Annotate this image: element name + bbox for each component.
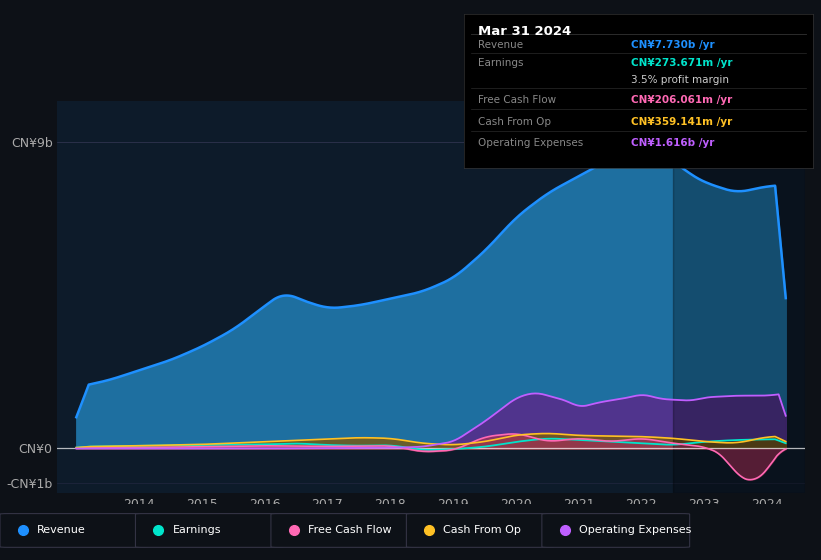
Text: CN¥7.730b /yr: CN¥7.730b /yr xyxy=(631,40,715,50)
Text: CN¥1.616b /yr: CN¥1.616b /yr xyxy=(631,138,715,148)
Text: Free Cash Flow: Free Cash Flow xyxy=(308,525,392,535)
Text: Cash From Op: Cash From Op xyxy=(443,525,521,535)
Text: Mar 31 2024: Mar 31 2024 xyxy=(478,25,571,38)
Text: Free Cash Flow: Free Cash Flow xyxy=(478,95,556,105)
Bar xyxy=(672,101,805,493)
FancyBboxPatch shape xyxy=(542,514,690,547)
Text: Revenue: Revenue xyxy=(37,525,85,535)
Text: Operating Expenses: Operating Expenses xyxy=(478,138,583,148)
FancyBboxPatch shape xyxy=(135,514,283,547)
Text: CN¥206.061m /yr: CN¥206.061m /yr xyxy=(631,95,732,105)
Text: Operating Expenses: Operating Expenses xyxy=(579,525,691,535)
Text: CN¥273.671m /yr: CN¥273.671m /yr xyxy=(631,58,733,68)
FancyBboxPatch shape xyxy=(0,514,148,547)
FancyBboxPatch shape xyxy=(271,514,419,547)
FancyBboxPatch shape xyxy=(406,514,554,547)
Text: Earnings: Earnings xyxy=(172,525,221,535)
Text: Earnings: Earnings xyxy=(478,58,523,68)
Text: 3.5% profit margin: 3.5% profit margin xyxy=(631,75,729,85)
Text: CN¥359.141m /yr: CN¥359.141m /yr xyxy=(631,117,732,127)
Text: Cash From Op: Cash From Op xyxy=(478,117,551,127)
Text: Revenue: Revenue xyxy=(478,40,523,50)
